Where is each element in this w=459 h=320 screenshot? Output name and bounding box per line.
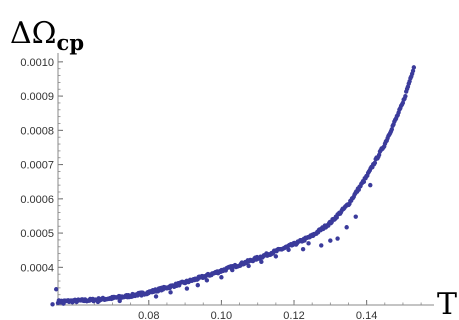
y-tick-label: 0.0009 — [20, 91, 54, 103]
data-point — [368, 182, 373, 188]
data-point — [344, 225, 349, 230]
data-point — [335, 236, 340, 241]
data-point — [246, 263, 251, 269]
y-tick-label: 0.0006 — [20, 194, 54, 206]
data-point — [204, 278, 210, 283]
data-points — [50, 65, 417, 307]
data-point — [259, 259, 264, 265]
data-point — [376, 152, 382, 158]
data-point — [286, 247, 291, 253]
data-point — [411, 65, 417, 70]
y-tick-label: 0.0010 — [20, 57, 54, 69]
data-point — [273, 254, 279, 259]
y-axis-title: ΔΩcp — [10, 16, 84, 55]
data-point — [230, 267, 235, 273]
data-point — [219, 275, 224, 280]
data-point — [353, 214, 358, 219]
data-point — [50, 302, 55, 307]
data-point — [195, 282, 200, 288]
data-point — [306, 241, 311, 246]
y-tick-label: 0.0008 — [20, 125, 54, 137]
data-point — [168, 290, 173, 295]
data-point — [95, 299, 101, 305]
y-tick-label: 0.0007 — [20, 160, 54, 172]
data-point — [328, 238, 333, 243]
x-axis-title: T — [437, 287, 457, 320]
data-point — [389, 127, 395, 132]
data-point — [139, 293, 144, 298]
data-point — [403, 93, 408, 99]
data-point — [53, 287, 59, 292]
y-tick-label: 0.0004 — [20, 262, 54, 274]
data-point — [61, 301, 66, 306]
data-point — [300, 246, 306, 252]
data-point — [372, 160, 378, 166]
y-tick-label: 0.0005 — [20, 228, 54, 240]
y-axis-title-subscript: cp — [57, 30, 84, 55]
x-tick-label: 0.12 — [283, 310, 304, 320]
data-point — [410, 68, 416, 74]
ticks: 0.08 0.10 0.12 0.14 0.0004 0.0005 0.0006 0.0007… — [20, 57, 422, 320]
data-point — [153, 294, 159, 299]
data-point — [117, 298, 122, 304]
x-tick-label: 0.10 — [211, 310, 232, 320]
axes — [56, 53, 434, 306]
x-tick-label: 0.08 — [138, 310, 159, 320]
data-point — [319, 243, 324, 248]
data-point — [184, 286, 190, 291]
data-point — [361, 179, 367, 185]
x-tick-label: 0.14 — [356, 310, 377, 320]
